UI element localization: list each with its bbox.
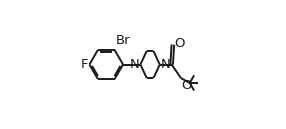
Text: N: N [130, 58, 140, 71]
Text: N: N [160, 58, 170, 71]
Text: O: O [174, 37, 185, 50]
Text: O: O [181, 79, 192, 92]
Text: Br: Br [116, 34, 130, 47]
Text: F: F [80, 58, 88, 71]
